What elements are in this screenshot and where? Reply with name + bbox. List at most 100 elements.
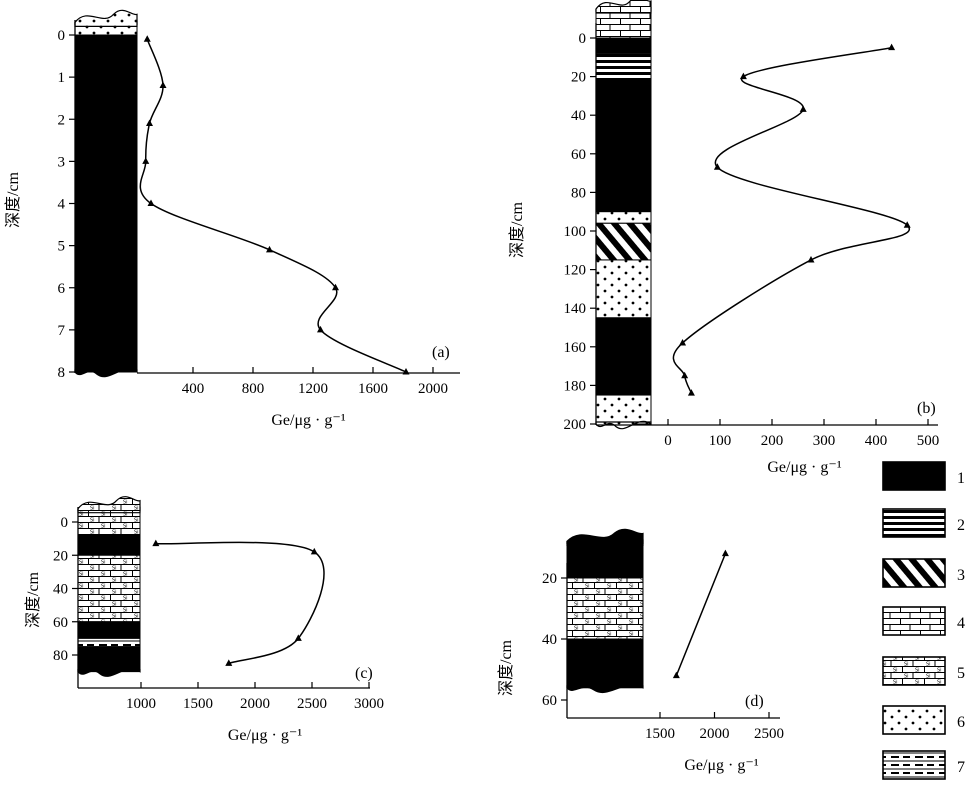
panel-b: 0 20 40 60 80 100 120 140 160 180 200 0 100 200 300 400… — [508, 0, 939, 476]
lithology-layer-6 — [595, 259, 652, 319]
legend-swatch — [882, 461, 946, 491]
lithology-column — [595, 0, 652, 430]
y-tick-label: 20 — [53, 548, 68, 564]
data-point — [679, 338, 687, 346]
y-axis-label: 深度/cm — [4, 171, 22, 228]
column-bottom-wave — [566, 684, 644, 694]
legend-swatch — [882, 750, 946, 780]
lithology-layer-1 — [595, 317, 652, 396]
axes: 0 1 2 3 4 5 6 7 8 400 800 1200 1600 2000 Ge/μg · g⁻¹ 深度… — [4, 20, 460, 429]
x-tick-label: 2000 — [240, 696, 270, 712]
data-point — [799, 105, 807, 112]
legend-swatch — [882, 606, 946, 636]
y-tick-label: 1 — [58, 70, 66, 86]
panel-c: 0 20 40 60 80 1000 1500 2000 2500 3000 Ge/μg · g⁻¹… — [24, 478, 384, 744]
y-tick-label: 200 — [564, 417, 587, 433]
x-axis-label: Ge/μg · g⁻¹ — [228, 727, 302, 744]
y-tick-label: 0 — [58, 28, 66, 44]
y-tick-label: 120 — [564, 263, 587, 279]
data-point — [713, 163, 721, 170]
axes: 0 20 40 60 80 100 120 140 160 180 200 0 100 200 300 400… — [508, 23, 939, 476]
x-axis-label: Ge/μg · g⁻¹ — [271, 412, 345, 429]
column-top-wave-edge — [74, 9, 138, 27]
x-tick-label: 1600 — [358, 381, 388, 397]
x-tick-label: 800 — [242, 381, 265, 397]
data-point — [739, 72, 747, 80]
y-axis-label: 深度/cm — [497, 639, 515, 696]
x-tick-label: 500 — [917, 433, 940, 449]
x-axis-label: Ge/μg · g⁻¹ — [684, 757, 758, 774]
lithology-layer-2 — [595, 52, 652, 81]
x-axis-label: Ge/μg · g⁻¹ — [767, 459, 841, 476]
x-tick-label: 3000 — [354, 696, 384, 712]
lithology-layer-5 — [77, 554, 141, 623]
lithology-layer-1 — [566, 540, 644, 579]
y-tick-label: 0 — [579, 31, 587, 47]
legend-label: 4 — [957, 615, 965, 632]
y-tick-label: 100 — [564, 224, 587, 240]
data-point — [146, 119, 153, 126]
y-tick-label: 4 — [58, 197, 66, 213]
axes: 20 40 60 1500 2000 2500 Ge/μg · g⁻¹ 深度/cm (d) — [497, 563, 784, 774]
legend-label: 1 — [957, 470, 965, 487]
ge-series-line — [155, 541, 325, 665]
data-point — [317, 325, 324, 333]
lithology-layer-1 — [595, 37, 652, 54]
column-bottom-wave — [77, 668, 141, 677]
x-tick-label: 2000 — [700, 726, 730, 742]
ge-series-line — [672, 46, 911, 394]
lithology-layer-4 — [595, 8, 652, 39]
data-point — [266, 245, 273, 253]
data-point — [159, 81, 167, 89]
data-point — [294, 634, 302, 641]
legend-swatch — [882, 558, 946, 588]
lithology-layer-6 — [595, 394, 652, 425]
data-point — [888, 43, 896, 51]
lithology-column — [74, 0, 138, 378]
x-tick-label: 100 — [709, 433, 732, 449]
legend-item-5: 5 — [882, 656, 965, 686]
lithology-layer-5 — [566, 577, 644, 640]
y-tick-label: 20 — [571, 70, 586, 86]
y-tick-label: 60 — [542, 693, 557, 709]
y-tick-label: 40 — [571, 108, 586, 124]
data-point — [142, 157, 150, 164]
x-tick-label: 400 — [865, 433, 888, 449]
y-tick-label: 80 — [571, 185, 586, 201]
x-tick-label: 300 — [813, 433, 836, 449]
y-tick-label: 60 — [571, 147, 586, 163]
data-point — [332, 283, 339, 291]
y-tick-label: 3 — [58, 154, 66, 170]
lithology-column — [566, 511, 644, 694]
data-point — [147, 199, 155, 206]
data-point — [143, 35, 151, 42]
x-tick-label: 2500 — [754, 726, 784, 742]
data-point — [672, 671, 680, 679]
legend-item-1: 1 — [882, 461, 965, 491]
panel-label: (b) — [917, 400, 936, 417]
x-tick-label: 1000 — [126, 696, 156, 712]
y-tick-label: 5 — [58, 239, 66, 255]
lithology-layer-7 — [77, 637, 141, 648]
y-tick-label: 7 — [58, 323, 66, 339]
legend-swatch — [882, 508, 946, 538]
lithology-layer-3 — [595, 222, 652, 261]
column-top-wave-edge — [566, 528, 644, 546]
y-tick-label: 6 — [58, 281, 66, 297]
data-point — [225, 659, 233, 666]
legend-item-6: 6 — [882, 705, 965, 735]
x-tick-label: 2500 — [297, 696, 327, 712]
data-point — [903, 221, 911, 228]
y-tick-label: 140 — [564, 301, 587, 317]
x-tick-label: 400 — [182, 381, 205, 397]
legend-label: 5 — [957, 665, 965, 682]
x-tick-label: 2000 — [418, 381, 448, 397]
lithology-layer-1 — [74, 34, 138, 373]
lithology-layer-1 — [77, 621, 141, 639]
data-point — [310, 547, 318, 555]
legend-label: 7 — [957, 759, 965, 776]
y-tick-label: 0 — [61, 515, 69, 531]
x-tick-label: 1500 — [183, 696, 213, 712]
data-point — [687, 389, 695, 396]
